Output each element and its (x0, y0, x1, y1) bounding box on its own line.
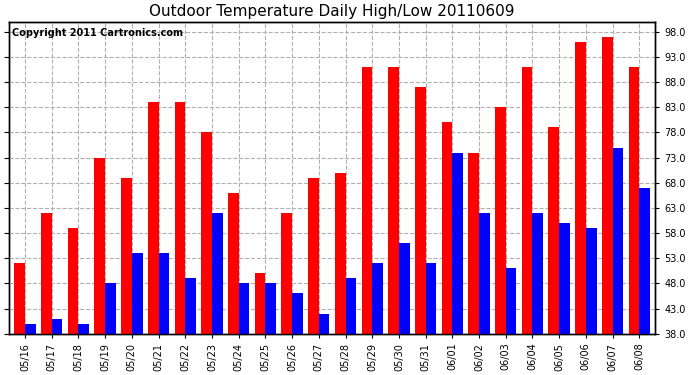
Bar (453, 153, 463, 334)
Bar (105, 284, 116, 334)
Bar (426, 263, 436, 334)
Bar (629, 67, 639, 334)
Bar (175, 102, 186, 334)
Bar (308, 178, 319, 334)
Bar (148, 102, 159, 334)
Bar (415, 87, 426, 334)
Bar (266, 284, 276, 334)
Bar (255, 273, 266, 334)
Bar (346, 278, 356, 334)
Bar (132, 253, 143, 334)
Bar (442, 122, 453, 334)
Bar (95, 158, 105, 334)
Bar (479, 213, 490, 334)
Bar (228, 193, 239, 334)
Bar (372, 263, 383, 334)
Title: Outdoor Temperature Daily High/Low 20110609: Outdoor Temperature Daily High/Low 20110… (150, 4, 515, 19)
Bar (292, 293, 303, 334)
Bar (79, 324, 89, 334)
Bar (68, 228, 79, 334)
Bar (186, 278, 196, 334)
Bar (575, 42, 586, 334)
Bar (201, 132, 212, 334)
Bar (399, 243, 410, 334)
Bar (335, 172, 346, 334)
Bar (495, 107, 506, 334)
Bar (25, 324, 36, 334)
Bar (52, 319, 62, 334)
Bar (239, 284, 249, 334)
Bar (121, 178, 132, 334)
Bar (522, 67, 533, 334)
Bar (533, 213, 543, 334)
Bar (41, 213, 52, 334)
Bar (586, 228, 597, 334)
Bar (506, 268, 516, 334)
Bar (388, 67, 399, 334)
Bar (549, 128, 559, 334)
Bar (159, 253, 169, 334)
Text: Copyright 2011 Cartronics.com: Copyright 2011 Cartronics.com (12, 28, 184, 38)
Bar (319, 314, 330, 334)
Bar (212, 213, 223, 334)
Bar (469, 153, 479, 334)
Bar (639, 188, 650, 334)
Bar (559, 223, 570, 334)
Bar (282, 213, 292, 334)
Bar (613, 147, 623, 334)
Bar (362, 67, 372, 334)
Bar (602, 37, 613, 334)
Bar (14, 263, 25, 334)
